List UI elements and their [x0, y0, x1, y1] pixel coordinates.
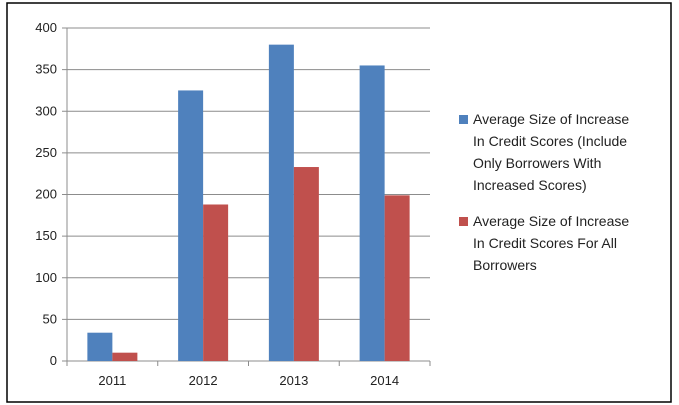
bar-series1-2014 [359, 65, 385, 362]
y-tick-label: 100 [35, 270, 57, 285]
y-tick-label: 0 [50, 353, 57, 368]
y-tick-label: 250 [35, 145, 57, 160]
bars [87, 44, 410, 362]
bar-series2-2011 [112, 352, 138, 361]
legend-label-series1: In Credit Scores (Include [473, 133, 627, 149]
bar-series1-2011 [87, 332, 113, 361]
bar-series1-2013 [268, 44, 294, 362]
bar-series2-2012 [203, 204, 229, 361]
legend-swatch-series2 [459, 217, 468, 226]
bar-series2-2013 [293, 167, 319, 361]
y-tick-label: 50 [43, 311, 57, 326]
y-tick-label: 350 [35, 62, 57, 77]
x-tick-label: 2013 [279, 373, 308, 388]
legend-swatch-series1 [459, 115, 468, 124]
legend-label-series1: Only Borrowers With [473, 155, 601, 171]
x-tick-label: 2012 [189, 373, 218, 388]
y-tick-label: 400 [35, 20, 57, 35]
legend: Average Size of Increase In Credit Scores… [459, 111, 629, 273]
y-tick-label: 150 [35, 228, 57, 243]
bar-series2-2014 [384, 195, 410, 361]
x-tick-label: 2014 [370, 373, 399, 388]
x-tick-label: 2011 [98, 373, 126, 388]
bar-series1-2012 [178, 90, 204, 361]
y-tick-label: 200 [35, 187, 57, 202]
legend-label-series1: Increased Scores) [473, 177, 587, 193]
legend-label-series2: In Credit Scores For All [473, 235, 617, 251]
y-axis-tick-labels: 0 50 100 150 200 250 300 350 400 [35, 20, 57, 368]
legend-label-series2: Average Size of Increase [473, 213, 629, 229]
legend-label-series1: Average Size of Increase [473, 111, 629, 127]
y-tick-label: 300 [35, 103, 57, 118]
legend-label-series2: Borrowers [473, 257, 537, 273]
x-axis-tick-labels: 2011 2012 2013 2014 [98, 373, 399, 388]
